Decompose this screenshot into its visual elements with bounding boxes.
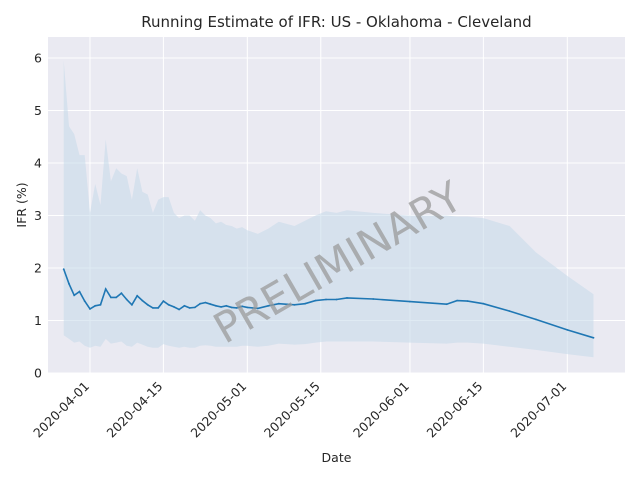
data-point [188, 307, 191, 309]
data-point [346, 297, 348, 299]
data-point [78, 290, 81, 293]
data-point [83, 300, 86, 302]
data-point [314, 299, 317, 302]
data-point [508, 310, 511, 312]
x-tick-label: 2020-06-01 [350, 379, 412, 441]
y-tick-label: 1 [34, 313, 42, 328]
data-point [482, 302, 485, 305]
x-tick-label: 2020-04-01 [30, 379, 92, 441]
data-point [131, 303, 133, 306]
data-point [445, 303, 448, 306]
data-point [241, 305, 244, 308]
data-point [125, 298, 128, 301]
data-point [225, 304, 228, 307]
data-point [372, 298, 375, 300]
data-point [304, 302, 306, 305]
x-axis-label: Date [322, 450, 352, 465]
data-point [335, 298, 338, 301]
data-point [110, 296, 112, 299]
data-points [62, 268, 595, 339]
data-point [146, 303, 149, 306]
data-point [277, 302, 280, 305]
x-tick-label: 2020-04-15 [104, 379, 166, 441]
data-point [456, 299, 458, 302]
data-point [246, 306, 249, 309]
confidence-band [63, 60, 594, 358]
data-point [230, 306, 233, 309]
data-point [136, 294, 139, 297]
data-point [267, 304, 270, 307]
data-point [466, 300, 469, 302]
data-point [325, 298, 327, 301]
data-point [152, 307, 154, 309]
y-tick-labels: 0 1 2 3 4 5 6 [34, 51, 42, 381]
data-point [157, 307, 160, 309]
y-tick-label: 3 [34, 208, 42, 223]
x-tick-label: 2020-05-01 [187, 379, 249, 441]
data-point [173, 306, 175, 308]
data-point [94, 304, 97, 307]
data-point [566, 329, 569, 331]
data-point [534, 318, 537, 321]
data-point [89, 308, 91, 310]
data-point [99, 303, 102, 306]
data-point [409, 300, 411, 303]
x-tick-label: 2020-06-15 [424, 379, 486, 441]
y-tick-label: 0 [34, 366, 42, 381]
y-tick-label: 4 [34, 156, 42, 171]
y-tick-label: 6 [34, 51, 42, 66]
data-point [141, 299, 144, 302]
y-axis-label: IFR (%) [14, 182, 29, 227]
data-point [68, 282, 70, 285]
data-point [120, 292, 123, 295]
data-point [183, 304, 186, 307]
data-point [220, 306, 223, 308]
data-point [167, 303, 170, 306]
y-tick-label: 2 [34, 261, 42, 276]
data-point [162, 300, 165, 302]
data-point [256, 307, 259, 310]
x-tick-label: 2020-07-01 [507, 379, 569, 441]
data-point [199, 302, 202, 305]
data-point [115, 296, 118, 299]
x-tick-labels: 2020-04-01 2020-04-15 2020-05-01 2020-05-15… [30, 379, 569, 441]
data-point [293, 303, 296, 306]
data-point [204, 301, 207, 304]
data-point [73, 294, 76, 297]
x-tick-label: 2020-05-15 [261, 379, 323, 441]
chart-title: Running Estimate of IFR: US - Oklahoma -… [141, 13, 531, 31]
y-tick-label: 5 [34, 103, 42, 118]
data-point [194, 306, 196, 309]
data-point [235, 307, 238, 309]
data-point [209, 303, 212, 306]
data-point [104, 288, 107, 290]
data-point [215, 304, 217, 307]
data-point [592, 336, 595, 339]
data-point [178, 308, 181, 311]
data-point [62, 268, 65, 270]
